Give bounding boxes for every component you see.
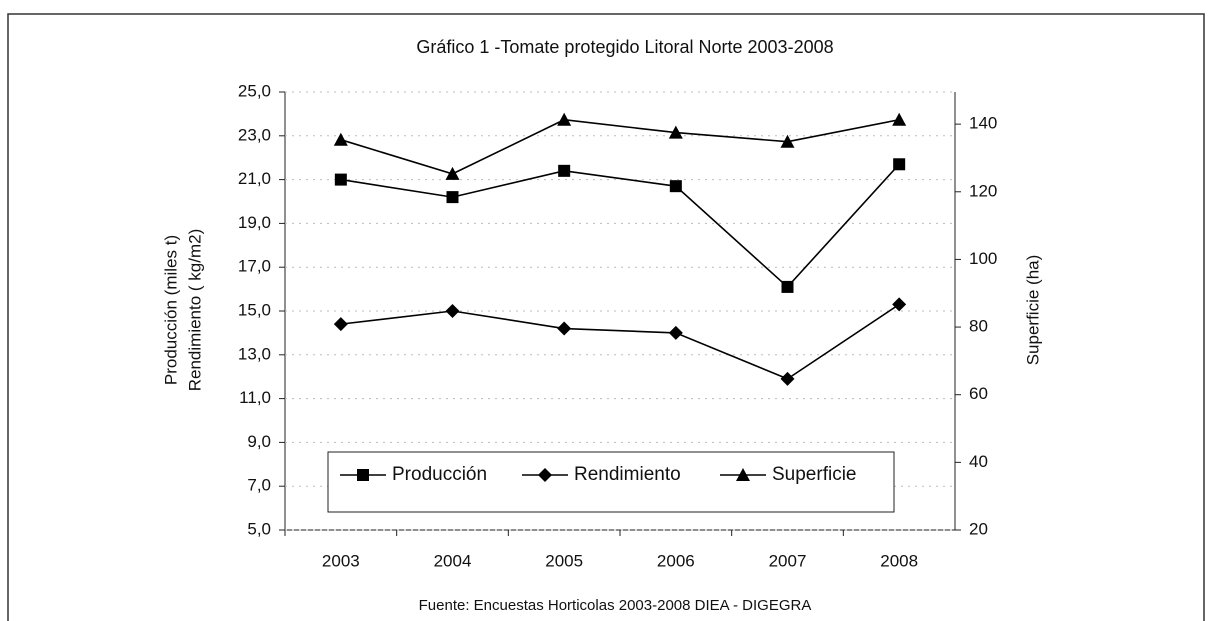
data-point <box>445 304 460 318</box>
data-point <box>557 321 572 336</box>
y-tick-label: 17,0 <box>238 257 271 276</box>
data-point <box>668 125 683 139</box>
data-point <box>445 166 460 180</box>
y2-tick-label: 120 <box>969 181 997 200</box>
data-point <box>333 132 348 146</box>
x-tick-label: 2008 <box>880 551 918 570</box>
x-tick-label: 2003 <box>322 551 360 570</box>
data-point <box>558 164 571 177</box>
y-tick-label: 21,0 <box>238 169 271 188</box>
chart-frame <box>7 13 1205 621</box>
data-point <box>557 112 572 126</box>
series-line <box>340 118 900 175</box>
y-axis-label: Producción (miles t) <box>161 235 180 385</box>
series-line <box>340 303 900 380</box>
legend-marker <box>736 468 750 481</box>
legend-box <box>327 451 895 513</box>
legend-marker <box>357 469 369 481</box>
y-tick-label: 7,0 <box>247 476 271 495</box>
series-line <box>340 163 900 289</box>
y2-tick-label: 100 <box>969 249 997 268</box>
y2-tick-label: 40 <box>969 452 988 471</box>
x-tick-label: 2006 <box>657 551 695 570</box>
y-tick-label: 15,0 <box>238 300 271 319</box>
y2-tick-label: 140 <box>969 114 997 133</box>
y-tick-label: 5,0 <box>247 519 271 538</box>
x-tick-label: 2004 <box>434 551 472 570</box>
data-point <box>334 173 347 186</box>
y2-tick-label: 20 <box>969 519 988 538</box>
data-point <box>892 297 907 312</box>
y-tick-label: 9,0 <box>247 432 271 451</box>
x-tick-label: 2007 <box>769 551 807 570</box>
legend-label: Producción <box>392 464 487 485</box>
chart-title: Gráfico 1 -Tomate protegido Litoral Nort… <box>416 37 833 57</box>
y-tick-label: 11,0 <box>239 388 271 407</box>
legend-label: Rendimiento <box>574 464 681 485</box>
y-tick-label: 19,0 <box>238 213 271 232</box>
data-point <box>892 112 907 126</box>
data-point <box>780 371 795 386</box>
data-point <box>668 325 683 340</box>
data-point <box>669 180 682 193</box>
y-tick-label: 13,0 <box>238 344 271 363</box>
legend-label: Superficie <box>772 464 857 485</box>
data-point <box>781 280 794 293</box>
data-point <box>446 191 459 204</box>
x-tick-label: 2005 <box>545 551 583 570</box>
legend-marker <box>538 468 552 482</box>
y2-axis-label: Superficie (ha) <box>1023 255 1042 366</box>
source-note: Fuente: Encuestas Horticolas 2003-2008 D… <box>419 597 812 614</box>
y-tick-label: 23,0 <box>238 125 271 144</box>
y2-tick-label: 80 <box>969 317 988 336</box>
data-point <box>333 317 348 332</box>
data-point <box>893 158 906 171</box>
y2-tick-label: 60 <box>969 384 988 403</box>
data-point <box>780 134 795 148</box>
y-axis-label: Rendimiento ( kg/m2) <box>185 229 204 392</box>
y-tick-label: 25,0 <box>238 81 271 100</box>
